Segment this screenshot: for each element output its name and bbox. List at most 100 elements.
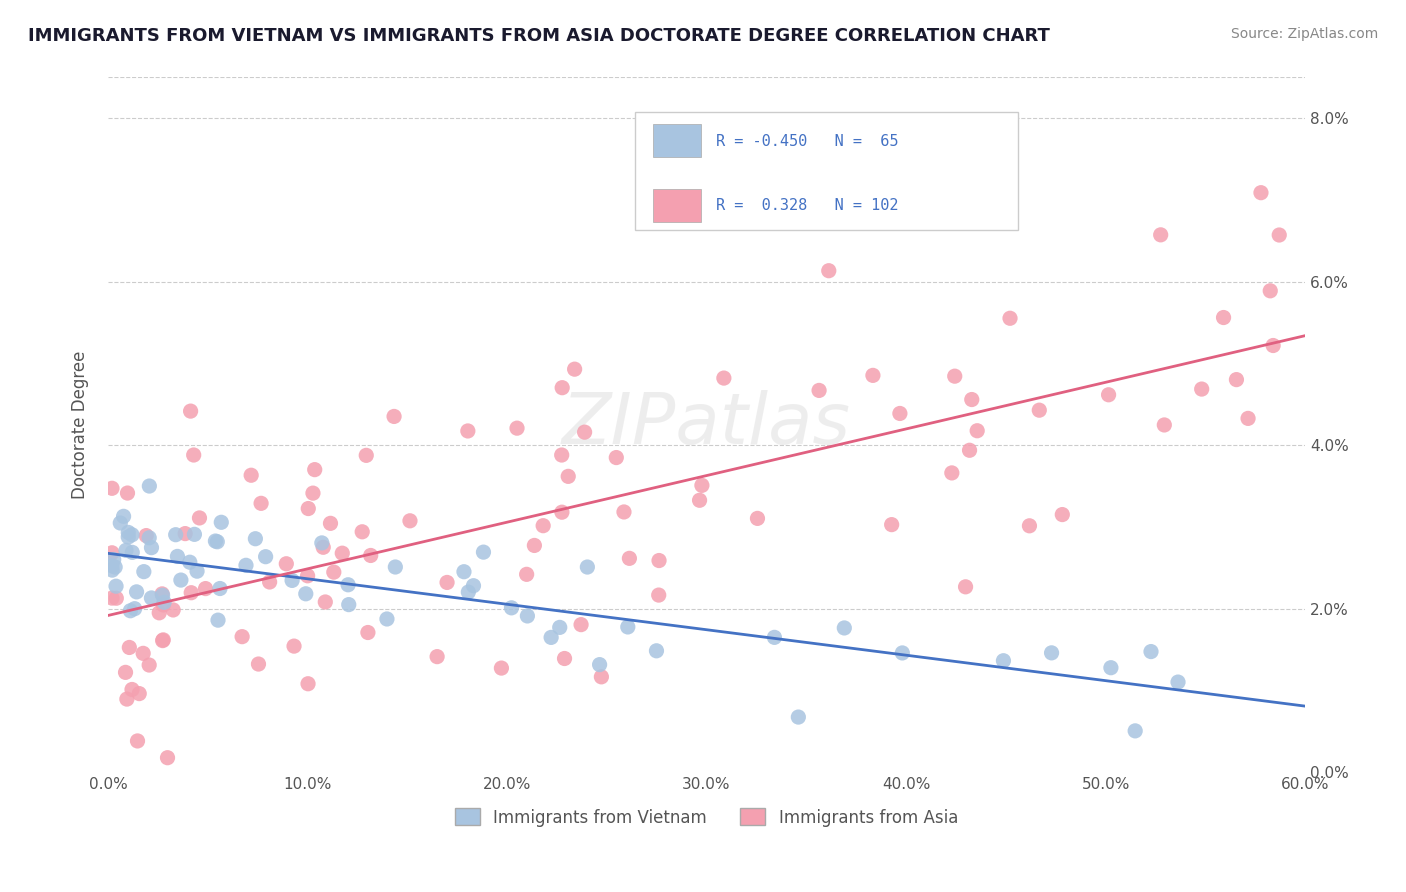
Point: [183, 527, 205, 541]
Point: [557, 469, 579, 483]
Point: [689, 493, 711, 508]
Point: [110, 516, 132, 530]
Point: [302, 486, 325, 500]
Point: [690, 478, 713, 492]
Point: [276, 557, 298, 571]
Point: [105, 579, 128, 593]
Point: [382, 409, 405, 424]
Point: [254, 549, 277, 564]
Point: [551, 505, 574, 519]
Point: [959, 443, 981, 458]
Point: [152, 598, 174, 612]
Point: [166, 549, 188, 564]
Point: [384, 560, 406, 574]
Point: [619, 551, 641, 566]
Point: [501, 600, 523, 615]
Point: [118, 640, 141, 655]
Point: [574, 425, 596, 439]
Point: [117, 525, 139, 540]
Point: [1018, 518, 1040, 533]
Point: [231, 630, 253, 644]
Point: [1052, 508, 1074, 522]
Point: [322, 565, 344, 579]
Point: [516, 567, 538, 582]
Point: [1097, 388, 1119, 402]
Point: [208, 582, 231, 596]
Point: [170, 573, 193, 587]
Point: [330, 546, 353, 560]
Point: [240, 468, 263, 483]
Point: [357, 625, 380, 640]
Point: [551, 448, 574, 462]
Point: [491, 661, 513, 675]
Point: [1123, 723, 1146, 738]
Point: [457, 424, 479, 438]
Point: [174, 526, 197, 541]
Point: [101, 591, 124, 606]
Point: [569, 617, 592, 632]
Point: [101, 558, 124, 573]
Point: [105, 591, 128, 606]
Point: [834, 621, 856, 635]
Point: [297, 677, 319, 691]
Point: [297, 501, 319, 516]
Point: [114, 665, 136, 680]
Point: [138, 658, 160, 673]
Point: [523, 538, 546, 552]
Point: [889, 407, 911, 421]
Point: [554, 651, 576, 665]
Point: [747, 511, 769, 525]
Point: [121, 682, 143, 697]
Point: [103, 552, 125, 566]
Point: [314, 595, 336, 609]
Point: [148, 606, 170, 620]
Point: [311, 536, 333, 550]
Point: [648, 553, 671, 567]
Point: [993, 654, 1015, 668]
Point: [152, 633, 174, 648]
Point: [713, 371, 735, 385]
Point: [115, 692, 138, 706]
Legend: Immigrants from Vietnam, Immigrants from Asia: Immigrants from Vietnam, Immigrants from…: [449, 802, 965, 833]
Point: [1150, 227, 1173, 242]
Point: [941, 466, 963, 480]
Point: [1191, 382, 1213, 396]
Point: [531, 518, 554, 533]
Point: [426, 649, 449, 664]
Point: [194, 582, 217, 596]
Point: [399, 514, 422, 528]
Text: R = -0.450   N =  65: R = -0.450 N = 65: [716, 134, 898, 149]
Point: [453, 565, 475, 579]
Point: [250, 496, 273, 510]
Point: [101, 481, 124, 495]
Point: [135, 528, 157, 542]
Point: [1250, 186, 1272, 200]
Point: [101, 563, 124, 577]
Point: [124, 601, 146, 615]
Point: [648, 588, 671, 602]
Point: [787, 710, 810, 724]
Point: [204, 534, 226, 549]
Point: [763, 631, 786, 645]
Point: [117, 486, 139, 500]
Point: [141, 541, 163, 555]
Point: [152, 632, 174, 647]
Point: [472, 545, 495, 559]
Point: [645, 644, 668, 658]
Point: [506, 421, 529, 435]
Point: [1258, 284, 1281, 298]
Point: [183, 448, 205, 462]
Point: [141, 591, 163, 605]
Point: [259, 574, 281, 589]
Point: [312, 541, 335, 555]
Point: [880, 517, 903, 532]
Point: [165, 527, 187, 541]
Point: [588, 657, 610, 672]
Point: [337, 578, 360, 592]
Point: [132, 646, 155, 660]
Point: [943, 369, 966, 384]
Point: [186, 564, 208, 578]
Point: [551, 381, 574, 395]
Point: [294, 587, 316, 601]
Point: [132, 565, 155, 579]
